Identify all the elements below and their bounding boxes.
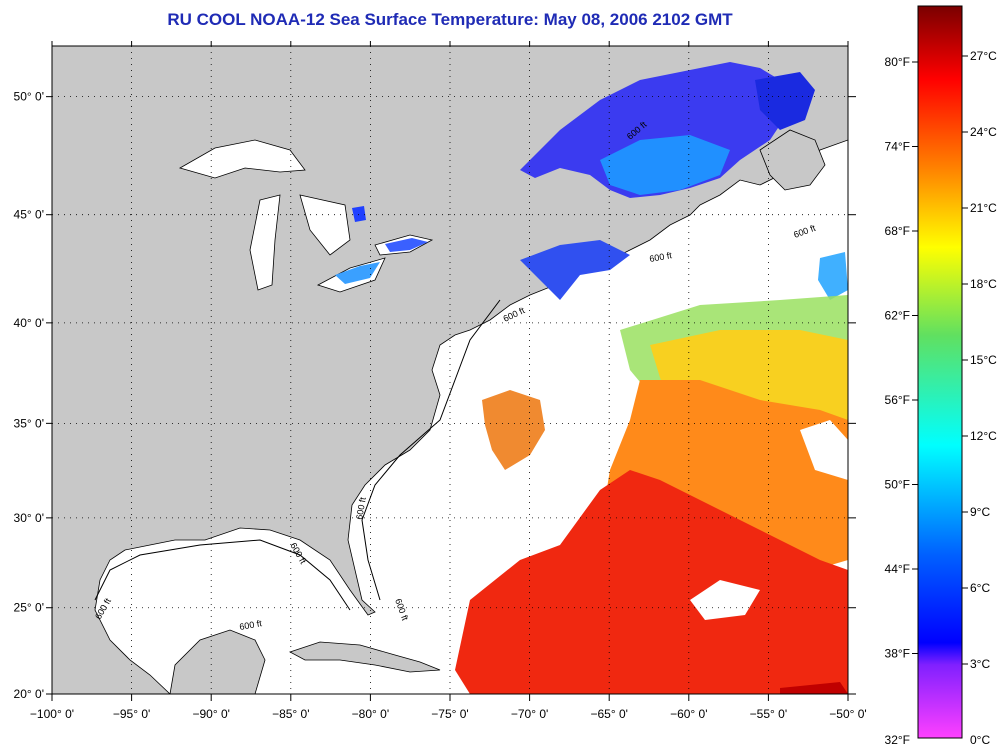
colorbar-c-label: 27°C — [970, 49, 997, 63]
land-yucatan — [169, 629, 266, 694]
isobath-label: 600 ft — [354, 496, 368, 520]
colorbar-c-label: 9°C — [970, 505, 990, 519]
lake-huron — [299, 194, 351, 256]
colorbar-f-label: 74°F — [885, 140, 910, 154]
map-title: RU COOL NOAA-12 Sea Surface Temperature:… — [167, 10, 733, 29]
colorbar-c-label: 6°C — [970, 581, 990, 595]
colorbar-c-label: 3°C — [970, 657, 990, 671]
sst-deep-red — [780, 682, 848, 694]
longitude-tick-labels: −100° 0' −95° 0' −90° 0' −85° 0' −80° 0' −75°… — [30, 707, 867, 721]
sst-lake-huron-bay — [352, 206, 366, 222]
colorbar-f-label: 80°F — [885, 55, 910, 69]
lon-tick-label: −65° 0' — [590, 707, 627, 721]
lat-tick-label: 40° 0' — [14, 316, 44, 330]
isobath-label: 600 ft — [239, 618, 263, 632]
lon-tick-label: −50° 0' — [829, 707, 866, 721]
colorbar-f-label: 32°F — [885, 733, 910, 747]
lat-tick-label: 25° 0' — [14, 601, 44, 615]
lat-tick-label: 30° 0' — [14, 511, 44, 525]
colorbar-f-label: 62°F — [885, 309, 910, 323]
latitude-tick-labels: 20° 0' 25° 0' 30° 0' 35° 0' 40° 0' 45° 0' 50° … — [14, 90, 44, 701]
lat-tick-label: 50° 0' — [14, 90, 44, 104]
lon-tick-label: −55° 0' — [750, 707, 787, 721]
lake-michigan — [249, 194, 281, 291]
sst-lake-ontario — [385, 238, 428, 252]
colorbar-f-label: 38°F — [885, 647, 910, 661]
lon-tick-label: −95° 0' — [113, 707, 150, 721]
sst-nova-scotia-east — [818, 252, 848, 300]
lat-tick-label: 45° 0' — [14, 208, 44, 222]
land-cuba — [288, 641, 441, 673]
lon-tick-label: −75° 0' — [431, 707, 468, 721]
lon-tick-label: −70° 0' — [511, 707, 548, 721]
lon-tick-label: −100° 0' — [30, 707, 74, 721]
lon-tick-label: −90° 0' — [192, 707, 229, 721]
colorbar-c-label: 18°C — [970, 277, 997, 291]
colorbar-c-label: 24°C — [970, 125, 997, 139]
colorbar-c-label: 0°C — [970, 733, 990, 747]
colorbar-fahrenheit-labels: 80°F 74°F 68°F 62°F 56°F 50°F 44°F 38°F 32°F — [885, 55, 918, 747]
cloud-gap-2 — [800, 420, 848, 480]
colorbar-celsius-labels: 27°C 24°C 21°C 18°C 15°C 12°C 9°C 6°C 3°C 0°C — [962, 49, 997, 747]
isobath-label: 600 ft — [649, 250, 673, 264]
colorbar-f-label: 56°F — [885, 393, 910, 407]
lon-tick-label: −60° 0' — [670, 707, 707, 721]
land-newfoundland — [759, 129, 826, 191]
sst-gulf-st-lawrence-light — [600, 135, 730, 195]
colorbar — [917, 5, 963, 739]
colorbar-c-label: 15°C — [970, 353, 997, 367]
cloud-gap-1 — [690, 580, 760, 620]
sst-gulf-of-maine — [520, 240, 630, 300]
colorbar-f-label: 68°F — [885, 224, 910, 238]
lake-superior — [178, 139, 306, 179]
sst-red-core — [455, 470, 848, 694]
colorbar-f-label: 50°F — [885, 478, 910, 492]
colorbar-f-label: 44°F — [885, 562, 910, 576]
sst-lake-erie — [335, 262, 380, 284]
lon-tick-label: −85° 0' — [272, 707, 309, 721]
sst-labrador — [755, 72, 815, 130]
lon-tick-label: −80° 0' — [352, 707, 389, 721]
colorbar-c-label: 21°C — [970, 201, 997, 215]
colorbar-c-label: 12°C — [970, 429, 997, 443]
lat-tick-label: 20° 0' — [14, 687, 44, 701]
sst-orange-patch-offshore — [482, 390, 545, 470]
isobath-600ft — [94, 299, 501, 611]
lat-tick-label: 35° 0' — [14, 416, 44, 430]
